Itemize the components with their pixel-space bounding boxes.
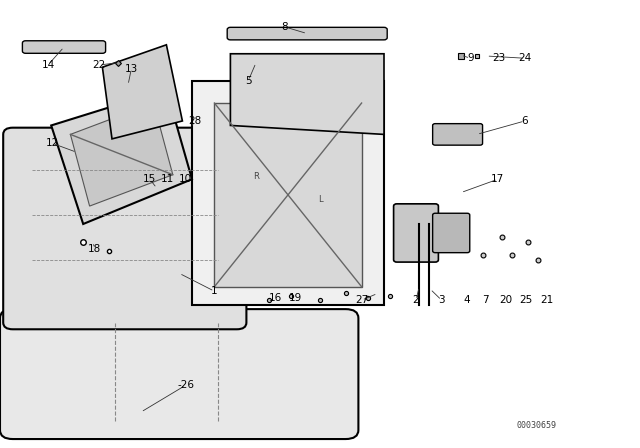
Text: 17: 17 (492, 174, 504, 184)
Text: 9: 9 (467, 53, 474, 63)
FancyBboxPatch shape (394, 204, 438, 262)
Polygon shape (70, 103, 173, 206)
Text: 27: 27 (355, 295, 368, 305)
Text: 11: 11 (161, 174, 174, 184)
Text: R: R (253, 172, 259, 181)
Text: 4: 4 (464, 295, 470, 305)
Text: 20: 20 (499, 295, 512, 305)
Text: 3: 3 (438, 295, 445, 305)
Text: 23: 23 (493, 53, 506, 63)
FancyBboxPatch shape (3, 128, 246, 329)
Text: 5: 5 (245, 76, 252, 86)
Text: 2: 2 (413, 295, 419, 305)
Text: -26: -26 (177, 380, 194, 390)
Text: 16: 16 (269, 293, 282, 303)
Text: 8: 8 (282, 22, 288, 32)
Bar (214, 103, 362, 287)
Text: 19: 19 (289, 293, 302, 303)
FancyBboxPatch shape (22, 41, 106, 53)
FancyBboxPatch shape (227, 27, 387, 40)
Text: 6: 6 (522, 116, 528, 126)
Text: 18: 18 (88, 244, 101, 254)
FancyBboxPatch shape (433, 124, 483, 145)
FancyBboxPatch shape (433, 213, 470, 253)
Polygon shape (102, 45, 182, 139)
Text: L: L (317, 194, 323, 203)
Text: 15: 15 (143, 174, 156, 184)
Polygon shape (51, 90, 192, 224)
Bar (192, 81, 384, 305)
Text: 14: 14 (42, 60, 54, 70)
Text: 21: 21 (541, 295, 554, 305)
Text: 1: 1 (211, 286, 218, 296)
FancyBboxPatch shape (0, 309, 358, 439)
Text: 13: 13 (125, 65, 138, 74)
Text: 22: 22 (93, 60, 106, 70)
Text: 24: 24 (518, 53, 531, 63)
Text: 25: 25 (520, 295, 532, 305)
Text: 12: 12 (46, 138, 59, 148)
Text: 10: 10 (179, 174, 192, 184)
Polygon shape (230, 54, 384, 134)
Text: 00030659: 00030659 (517, 421, 557, 430)
Text: 7: 7 (482, 295, 488, 305)
Text: 28: 28 (189, 116, 202, 126)
